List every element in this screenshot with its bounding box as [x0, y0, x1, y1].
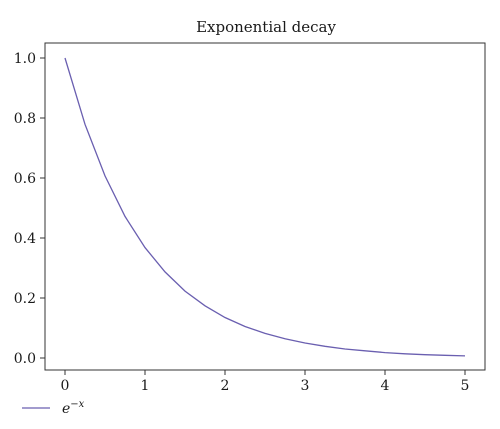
- x-tick-label: 2: [221, 378, 230, 394]
- y-tick-label: 0.2: [14, 291, 36, 307]
- plot-area-frame: [44, 42, 486, 371]
- y-tick-label: 0.8: [14, 111, 36, 127]
- y-tick-label: 0.0: [14, 351, 36, 367]
- legend-label-exponent: −x: [70, 399, 84, 410]
- y-tick-label: 0.4: [14, 231, 36, 247]
- legend-label: e−x: [62, 399, 85, 417]
- series-line-exp-decay: [64, 57, 466, 357]
- chart-title: Exponential decay: [196, 18, 336, 36]
- y-axis: 0.0 0.2 0.4 0.6 0.8 1.0: [14, 51, 45, 367]
- x-tick-label: 4: [381, 378, 390, 394]
- x-tick-label: 5: [461, 378, 470, 394]
- y-tick-label: 1.0: [14, 51, 36, 67]
- x-tick-label: 1: [141, 378, 150, 394]
- x-tick-label: 3: [301, 378, 310, 394]
- x-tick-label: 0: [61, 378, 70, 394]
- x-axis: 0 1 2 3 4 5: [61, 370, 470, 394]
- y-tick-label: 0.6: [14, 171, 36, 187]
- legend: e−x: [22, 399, 85, 417]
- legend-label-base: e: [62, 401, 70, 417]
